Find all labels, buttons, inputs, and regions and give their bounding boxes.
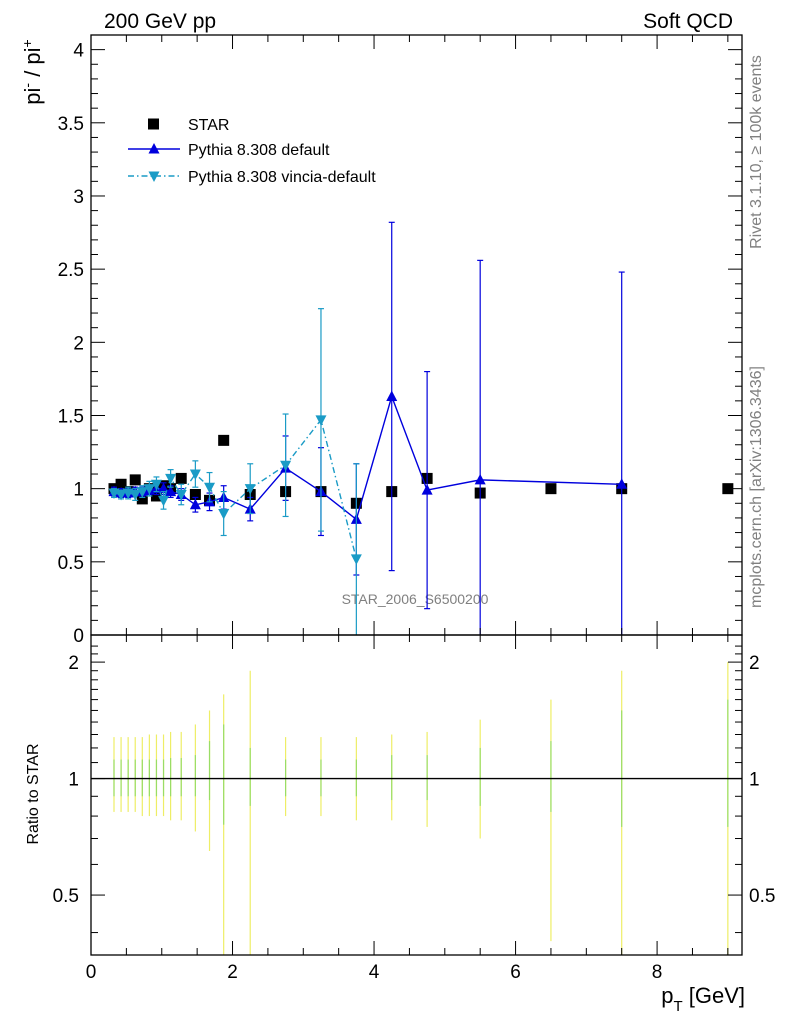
pythia-vincia-point <box>189 469 201 481</box>
ratio-frame <box>90 634 743 956</box>
x-tick-label: 2 <box>227 962 238 983</box>
pythia-vincia-point <box>315 415 327 426</box>
star-point <box>189 489 201 501</box>
rivet-label: Rivet 3.1.10, ≥ 100k events <box>748 55 765 249</box>
star-point <box>129 474 141 486</box>
ylabel-pi: pi <box>20 88 45 105</box>
analysis-watermark: STAR_2006_S6500200 <box>342 591 489 607</box>
ratio-y-tick-label-left: 2 <box>68 653 79 674</box>
y-tick-label: 2.5 <box>58 260 84 281</box>
y-tick-label: 1 <box>73 480 84 501</box>
legend-entry-star: STAR <box>148 117 229 134</box>
pythia-vincia-point <box>136 487 148 498</box>
legend-label: Pythia 8.308 default <box>188 142 330 159</box>
y-tick-label: 2 <box>73 333 84 354</box>
x-tick-label: 0 <box>86 962 97 983</box>
series-pythia_vincia <box>108 308 362 635</box>
pythia-vincia-point <box>115 490 127 501</box>
y-tick-label: 0 <box>73 626 84 647</box>
ylabel-sup2: + <box>19 39 35 47</box>
y-tick-label: 0.5 <box>58 553 84 574</box>
ratio-ylabel: Ratio to STAR <box>25 743 42 844</box>
series-pythia_default <box>108 221 628 635</box>
pythia-default-point <box>474 473 486 485</box>
pythia-vincia-point <box>143 484 155 495</box>
ratio-y-tick-label-right: 1 <box>749 770 760 791</box>
ratio-y-tick-label-left: 1 <box>68 770 79 791</box>
pythia-vincia-point <box>129 490 141 501</box>
pythia-vincia-point <box>218 509 230 520</box>
pythia-vincia-point <box>204 482 216 494</box>
pythia-vincia-point <box>350 554 362 565</box>
pythia-vincia-point <box>148 171 160 182</box>
ratio-y-tick-label-right: 0.5 <box>749 886 775 907</box>
main-ylabel: pi- / pi+ <box>19 39 45 104</box>
legend: STAR Pythia 8.308 default Pythia 8.308 vin… <box>128 117 376 186</box>
ratio-y-tick-label-right: 2 <box>749 653 760 674</box>
y-tick-label: 1.5 <box>58 406 84 427</box>
star-point <box>218 434 230 446</box>
ylabel-sep: / pi <box>20 47 45 82</box>
pythia-vincia-point <box>165 473 177 485</box>
star-point <box>115 478 127 490</box>
legend-label: Pythia 8.308 vincia-default <box>188 169 376 186</box>
star-point <box>136 493 148 505</box>
star-point <box>175 472 187 484</box>
pythia-default-point <box>386 390 398 401</box>
legend-entry-pythia_default: Pythia 8.308 default <box>128 142 330 159</box>
pythia-default-point <box>421 484 433 495</box>
pythia-vincia-point <box>175 490 187 501</box>
star-point <box>722 483 734 495</box>
header-right: Soft QCD <box>643 10 733 33</box>
pythia-vincia-point <box>280 460 292 472</box>
ylabel-sup1: - <box>19 83 35 88</box>
x-tick-label: 6 <box>510 962 521 983</box>
main-plot-area: 0 0.5 1 1.5 2 2.5 3 3.5 4 <box>58 34 743 647</box>
xlabel-unit: [GeV] <box>683 983 745 1008</box>
pythia-default-point <box>148 143 160 154</box>
ratio-plot-area: 0 2 4 6 8 0.5 0.5 1 1 2 2 <box>53 634 775 983</box>
pythia-vincia-point <box>158 495 170 507</box>
y-tick-label: 4 <box>73 41 84 62</box>
ratio-bands <box>113 662 729 955</box>
pythia-default-point <box>165 485 177 497</box>
ratio-y-tick-label-left: 0.5 <box>53 886 79 907</box>
y-tick-label: 3 <box>73 187 84 208</box>
x-axis-label: pT [GeV] <box>661 983 745 1015</box>
xlabel-sub: T <box>673 998 682 1015</box>
pythia-default-point <box>189 498 201 510</box>
mcplots-label: mcplots.cern.ch [arXiv:1306.3436] <box>748 366 765 608</box>
header-left: 200 GeV pp <box>104 10 216 33</box>
pythia-vincia-point <box>150 479 162 491</box>
legend-star-marker <box>148 118 159 130</box>
star-point <box>545 483 557 495</box>
pythia-vincia-point <box>244 484 256 495</box>
series-line <box>113 394 622 521</box>
x-tick-label: 4 <box>369 962 380 983</box>
y-tick-label: 3.5 <box>58 114 84 135</box>
legend-entry-pythia_vincia: Pythia 8.308 vincia-default <box>128 169 376 186</box>
x-tick-label: 8 <box>652 962 663 983</box>
legend-label: STAR <box>188 117 229 134</box>
pythia-default-point <box>616 478 628 489</box>
xlabel-p: p <box>661 983 673 1008</box>
star-point <box>150 490 162 502</box>
